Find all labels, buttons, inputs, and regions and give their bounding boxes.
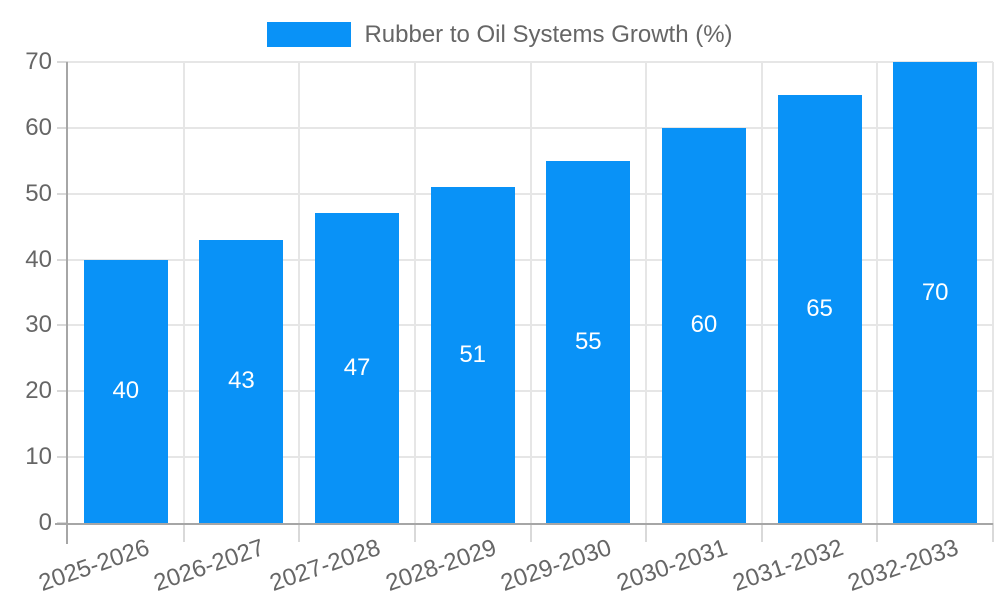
bar — [83, 259, 168, 523]
x-gridline — [992, 62, 994, 523]
bar — [430, 187, 515, 523]
y-tick-label: 0 — [38, 509, 52, 536]
y-tick-mark — [57, 126, 68, 129]
y-tick-mark — [57, 324, 68, 327]
x-gridline — [645, 62, 648, 523]
x-axis-line — [55, 523, 993, 525]
bar-value-label: 60 — [690, 311, 718, 339]
bar — [546, 160, 631, 523]
x-gridline — [876, 62, 879, 523]
bar — [315, 213, 400, 523]
x-gridline — [182, 62, 185, 523]
y-tick-mark — [57, 192, 68, 195]
bar — [777, 94, 862, 523]
x-tick-mark — [876, 523, 879, 542]
y-tick-mark — [57, 61, 68, 63]
x-tick-mark — [760, 523, 763, 542]
bar — [199, 239, 284, 523]
y-tick-mark — [57, 258, 68, 261]
y-tick-label: 30 — [25, 311, 52, 339]
legend: Rubber to Oil Systems Growth (%) — [0, 22, 1000, 47]
y-tick-label: 60 — [25, 113, 52, 141]
x-gridline — [760, 62, 763, 523]
bar-value-label: 55 — [574, 327, 602, 355]
bar-value-label: 70 — [921, 278, 949, 306]
y-axis-line — [66, 62, 68, 544]
x-gridline — [298, 62, 301, 523]
bar-value-label: 51 — [459, 341, 487, 369]
bar-value-label: 43 — [228, 367, 255, 395]
x-gridline — [529, 62, 532, 523]
x-tick-mark — [645, 523, 648, 542]
bar-value-label: 40 — [112, 377, 140, 405]
y-tick-label: 70 — [25, 48, 52, 75]
x-tick-mark — [182, 523, 185, 542]
y-tick-mark — [57, 390, 68, 393]
bar-value-label: 47 — [343, 354, 371, 382]
x-tick-mark — [992, 523, 994, 542]
x-gridline — [413, 62, 416, 523]
y-tick-mark — [57, 456, 68, 459]
bar — [661, 127, 746, 523]
x-tick-mark — [413, 523, 416, 542]
bar-value-label: 65 — [806, 294, 833, 322]
bar — [893, 62, 978, 523]
y-tick-label: 50 — [25, 179, 52, 207]
y-tick-label: 40 — [25, 245, 52, 273]
legend-swatch — [267, 22, 352, 47]
y-tick-label: 10 — [25, 443, 52, 471]
x-tick-mark — [298, 523, 301, 542]
legend-label: Rubber to Oil Systems Growth (%) — [364, 21, 733, 48]
x-tick-mark — [529, 523, 532, 542]
y-tick-label: 20 — [25, 377, 52, 405]
